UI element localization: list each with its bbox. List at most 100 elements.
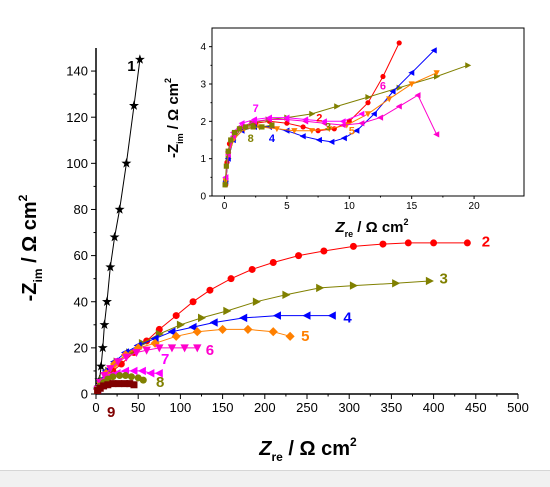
inset-series-6-point bbox=[414, 92, 421, 99]
inset-y-tick-label: 4 bbox=[200, 42, 206, 53]
main-series-9-point bbox=[100, 382, 108, 390]
inset-y-tick-label: 0 bbox=[200, 192, 206, 203]
main-series-1-point bbox=[109, 231, 120, 242]
inset-series-3-point bbox=[434, 73, 441, 80]
main-series-2-point bbox=[189, 298, 197, 306]
inset-series-8-point bbox=[259, 124, 265, 130]
inset-series-label: 3 bbox=[325, 122, 331, 134]
inset-series-8-point bbox=[236, 126, 243, 132]
inset-x-tick-label: 15 bbox=[406, 201, 418, 212]
main-series-1-line bbox=[97, 59, 141, 390]
main-series-6-point bbox=[155, 344, 164, 353]
main-y-tick-label: 140 bbox=[66, 64, 88, 79]
main-series-3-point bbox=[316, 283, 325, 293]
inset-x-tick-label: 20 bbox=[469, 201, 481, 212]
inset-series-8-point bbox=[222, 182, 228, 188]
window-status-strip bbox=[0, 470, 550, 487]
inset-series-4-point bbox=[408, 69, 415, 76]
main-series-label: 7 bbox=[161, 351, 169, 368]
main-y-tick-label: 40 bbox=[74, 294, 88, 309]
inset-series-5-point bbox=[433, 70, 440, 77]
inset-series-3-point bbox=[465, 62, 472, 69]
inset-series-6-point bbox=[433, 131, 440, 138]
main-series-2-point bbox=[404, 239, 412, 247]
main-series-6-point bbox=[122, 353, 131, 362]
main-series-1-point bbox=[97, 342, 108, 353]
inset-series-2-point bbox=[365, 100, 371, 106]
inset-series-5-point bbox=[326, 126, 333, 133]
inset-series-7-point bbox=[266, 114, 273, 121]
main-series-6-point bbox=[132, 348, 141, 358]
main-y-tick-label: 120 bbox=[66, 110, 88, 125]
inset-series-4-point bbox=[299, 133, 306, 140]
main-x-tick-label: 400 bbox=[423, 400, 445, 415]
main-series-5-point bbox=[243, 324, 253, 334]
inset-series-5-point bbox=[408, 81, 415, 88]
inset-series-7-point bbox=[238, 120, 245, 127]
main-series-2-point bbox=[248, 265, 256, 273]
main-series-1-point bbox=[99, 319, 110, 330]
main-series-3-point bbox=[252, 297, 261, 306]
main-series-5-point bbox=[150, 338, 160, 348]
main-series-1-point bbox=[105, 261, 116, 272]
main-series-1-point bbox=[121, 158, 132, 168]
main-series-1-point bbox=[128, 100, 139, 110]
main-series-3-point bbox=[223, 306, 232, 316]
main-series-label: 4 bbox=[343, 309, 352, 326]
main-series-8-point bbox=[109, 373, 117, 381]
main-series-6-point bbox=[193, 344, 202, 353]
main-series-label: 9 bbox=[107, 404, 115, 421]
inset-series-3-point bbox=[365, 93, 372, 101]
inset-series-4-point bbox=[389, 88, 396, 95]
inset-series-8-point bbox=[225, 148, 231, 154]
inset-series-8 bbox=[222, 122, 275, 188]
main-series-3-point bbox=[392, 279, 401, 288]
inset-series-5-point bbox=[386, 96, 393, 103]
inset-series-6-point bbox=[358, 120, 365, 127]
inset-series-8-point bbox=[250, 124, 256, 130]
main-series-1-point bbox=[114, 204, 125, 214]
main-x-tick-label: 100 bbox=[170, 400, 192, 415]
inset-y-axis-title: -Zim / Ω cm2 bbox=[163, 78, 185, 158]
main-y-tick-label: 80 bbox=[74, 202, 88, 217]
main-x-tick-label: 450 bbox=[465, 400, 487, 415]
inset-series-8-point bbox=[228, 137, 234, 143]
main-series-6-point bbox=[142, 346, 151, 355]
inset-series-2-point bbox=[380, 73, 386, 80]
main-series-2-point bbox=[463, 239, 471, 247]
main-series-label: 2 bbox=[482, 233, 490, 250]
inset-series-8-point bbox=[243, 124, 249, 130]
main-series-3-point bbox=[425, 276, 434, 286]
main-axes: 0 50 100 150 200 250 300 350 400 450 5000204060801… bbox=[66, 48, 529, 415]
main-y-tick-label: 20 bbox=[74, 340, 88, 355]
main-x-tick-label: 500 bbox=[507, 400, 529, 415]
inset-series-label: 6 bbox=[380, 81, 386, 93]
inset-series-label: 2 bbox=[316, 112, 322, 124]
inset-series-5-point bbox=[364, 111, 372, 118]
main-series-5-point bbox=[218, 324, 228, 334]
inset-series-2-point bbox=[396, 40, 402, 46]
inset-series-4-point bbox=[328, 138, 335, 145]
main-series-7-point bbox=[137, 366, 146, 376]
inset-y-tick-label: 3 bbox=[200, 80, 206, 91]
inset-series-8-point bbox=[223, 163, 229, 169]
inset-x-tick-label: 0 bbox=[222, 201, 228, 212]
main-series-2-point bbox=[269, 259, 277, 267]
main-series-6-point bbox=[167, 344, 177, 353]
inset-series-7-point bbox=[283, 114, 290, 121]
inset-series-4-point bbox=[370, 110, 377, 117]
main-series-2-point bbox=[320, 247, 328, 255]
inset-series-5-point bbox=[291, 128, 298, 135]
inset-series-label: 8 bbox=[248, 133, 254, 145]
inset-series-2-point bbox=[300, 124, 306, 130]
main-series-5-point bbox=[285, 331, 295, 341]
main-series-2-point bbox=[430, 239, 438, 247]
main-series-5-point bbox=[268, 327, 278, 337]
main-series-2-point bbox=[379, 240, 387, 248]
main-series-label: 3 bbox=[440, 270, 448, 287]
main-series-2-point bbox=[349, 242, 357, 250]
main-x-tick-label: 0 bbox=[92, 400, 99, 415]
